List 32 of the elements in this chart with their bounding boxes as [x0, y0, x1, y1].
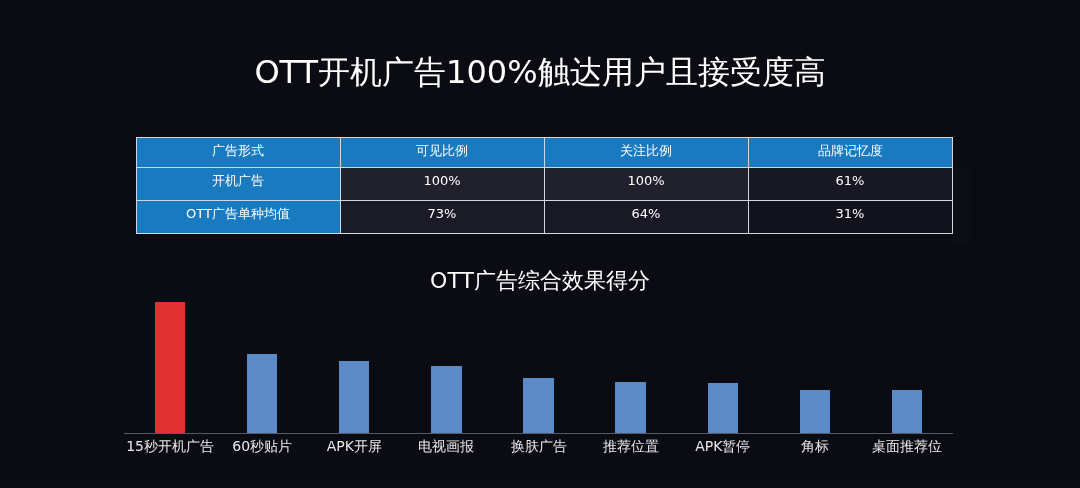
x-tick-label: 电视画报: [418, 437, 475, 454]
x-tick-label: 推荐位置: [602, 437, 659, 454]
bar: [431, 366, 462, 433]
x-tick-label: 60秒贴片: [232, 437, 293, 454]
x-tick-label: 可见比例: [416, 142, 468, 158]
bar: [892, 390, 922, 433]
data-label: 73%: [427, 205, 457, 221]
bar: [339, 361, 369, 433]
x-tick-label: APK暂停: [695, 437, 751, 454]
data-label: 64%: [631, 205, 661, 221]
x-tick-label: APK开屏: [326, 437, 382, 454]
bar: [615, 382, 646, 433]
y-tick-label: 开机广告: [212, 172, 264, 188]
data-label: 61%: [835, 172, 865, 188]
bar: [155, 302, 185, 433]
x-tick-label: 角标: [800, 437, 829, 454]
y-tick-label: OTT广告单种均值: [186, 205, 290, 221]
bar: [247, 354, 277, 433]
x-tick-label: 15秒开机广告: [126, 437, 214, 454]
data-label: 100%: [627, 172, 665, 188]
x-tick-label: 换肤广告: [510, 437, 567, 454]
bar: [708, 383, 738, 433]
x-tick-label: 关注比例: [620, 142, 672, 158]
y-axis-title: 广告形式: [212, 142, 264, 158]
bar: [523, 378, 554, 433]
x-tick-label: 品牌记忆度: [817, 142, 883, 158]
chart-title: OTT广告综合效果得分: [430, 267, 650, 293]
x-tick-label: 桌面推荐位: [871, 437, 942, 454]
bar: [800, 390, 830, 433]
data-label: 100%: [423, 172, 461, 188]
chart-title: OTT开机广告100%触达用户且接受度高: [254, 53, 826, 92]
data-label: 31%: [835, 205, 865, 221]
